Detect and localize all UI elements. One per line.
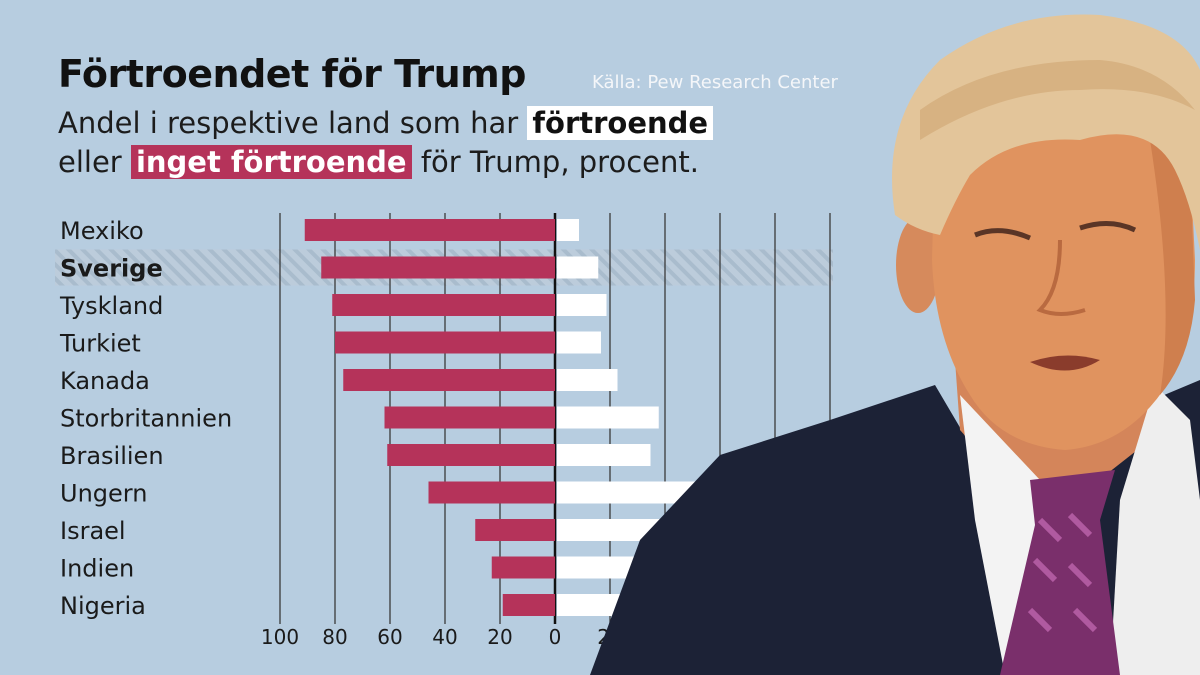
bar-no-confidence [384,406,555,429]
subtitle-line-1: Andel i respektive land som har förtroen… [58,106,714,140]
eye-left [974,228,1031,241]
face-shade [1150,140,1195,395]
tie-pattern [1027,512,1098,633]
x-tick-label: 40 [432,625,457,649]
eye-right [1079,221,1137,233]
bar-no-confidence [502,594,555,616]
bar-confidence [557,444,651,466]
category-label: Storbritannien [60,405,232,433]
hair-shade [920,60,1195,140]
x-tick-label: 60 [377,625,402,649]
mouth [1030,355,1100,371]
category-label: Ungern [60,480,147,508]
bar-no-confidence [387,444,555,466]
nose [1036,239,1086,316]
legend-no-confidence: inget förtroende [130,145,412,179]
category-label: Tyskland [59,292,163,320]
bar-no-confidence [332,294,555,316]
category-label: Indien [60,555,134,583]
category-label: Turkiet [59,330,141,358]
bar-confidence [557,369,618,391]
legend-confidence: förtroende [527,106,714,140]
subtitle-prefix-1: Andel i respektive land som har [58,106,528,140]
bar-confidence [557,481,703,504]
bar-confidence [557,256,599,279]
x-tick-label: 100 [261,625,299,649]
bar-confidence [557,294,607,316]
bar-confidence [557,219,579,241]
bar-no-confidence [335,331,555,354]
bar-confidence [557,406,659,429]
source-credit: Källa: Pew Research Center [592,72,838,93]
category-label: Kanada [60,367,150,395]
category-label: Sverige [60,255,163,283]
subtitle-suffix-2: för Trump, procent. [411,145,699,179]
category-label: Nigeria [60,592,146,620]
subtitle-prefix-2: eller [58,145,131,179]
subtitle-line-2: eller inget förtroende för Trump, procen… [58,145,699,179]
bar-no-confidence [491,556,555,579]
bar-no-confidence [321,256,555,279]
x-tick-label: 20 [487,625,512,649]
ear [896,217,940,313]
category-label: Mexiko [60,217,144,245]
shirt-collar-right [1110,385,1200,675]
bar-confidence [557,331,601,354]
category-label: Israel [60,517,126,545]
face [932,75,1195,450]
bar-no-confidence [428,481,555,504]
x-tick-label: 80 [322,625,347,649]
bar-no-confidence [475,519,555,541]
category-label: Brasilien [60,442,164,470]
bar-no-confidence [343,369,555,391]
x-tick-label: 0 [549,625,562,649]
bar-no-confidence [304,219,555,241]
chart-title: Förtroendet för Trump [58,52,526,96]
